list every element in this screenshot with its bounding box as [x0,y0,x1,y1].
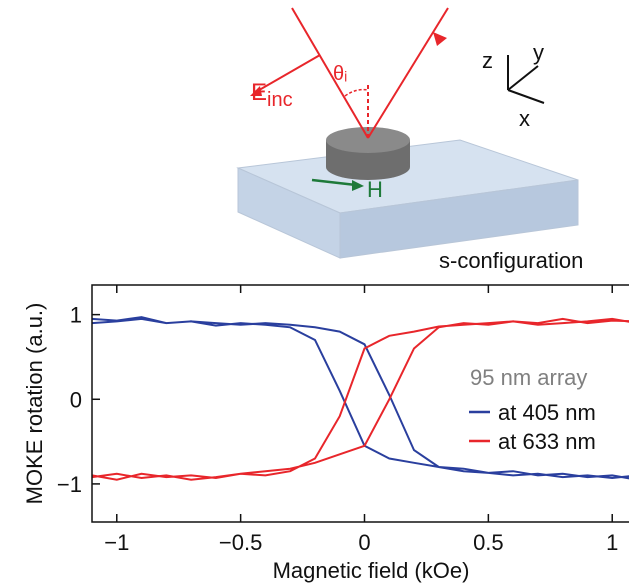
x-label: x [519,106,530,131]
reflected-ray [368,8,448,138]
z-label: z [482,48,493,73]
e-label: E [251,79,267,106]
x-tick-label: 0 [358,530,370,555]
incident-ray [292,8,368,138]
x-tick-label: 0.5 [473,530,504,555]
y-label: y [533,40,544,65]
angle-arc [345,90,368,96]
legend-label: at 405 nm [498,400,596,425]
configuration-label: s-configuration [439,248,583,273]
plot-area [92,317,629,480]
x-axis-glyph [508,90,544,103]
x-tick-label: 1 [606,530,618,555]
y-tick-label: 0 [70,387,82,412]
h-label: H [367,177,383,202]
x-tick-label: −0.5 [219,530,262,555]
x-tick-label: −1 [104,530,129,555]
e-subscript: inc [267,89,293,111]
y-axis-title: MOKE rotation (a.u.) [22,303,47,505]
x-axis-title: Magnetic field (kOe) [273,558,470,583]
y-tick-label: −1 [57,472,82,497]
figure: E inc θᵢ z y x H s-configuration −1 −0.5 0… [0,0,629,586]
y-tick-label: 1 [70,303,82,328]
y-axis-glyph [508,66,538,90]
angle-label: θᵢ [333,63,347,85]
legend-label: at 633 nm [498,429,596,454]
chart: −1 −0.5 0 0.5 1 −1 0 1 Magnetic field (kOe) MOKE … [22,285,629,583]
diagram: E inc θᵢ z y x H s-configuration [238,8,583,273]
ray-arrow [433,32,447,46]
series-line [92,317,629,480]
legend-title: 95 nm array [470,365,587,390]
